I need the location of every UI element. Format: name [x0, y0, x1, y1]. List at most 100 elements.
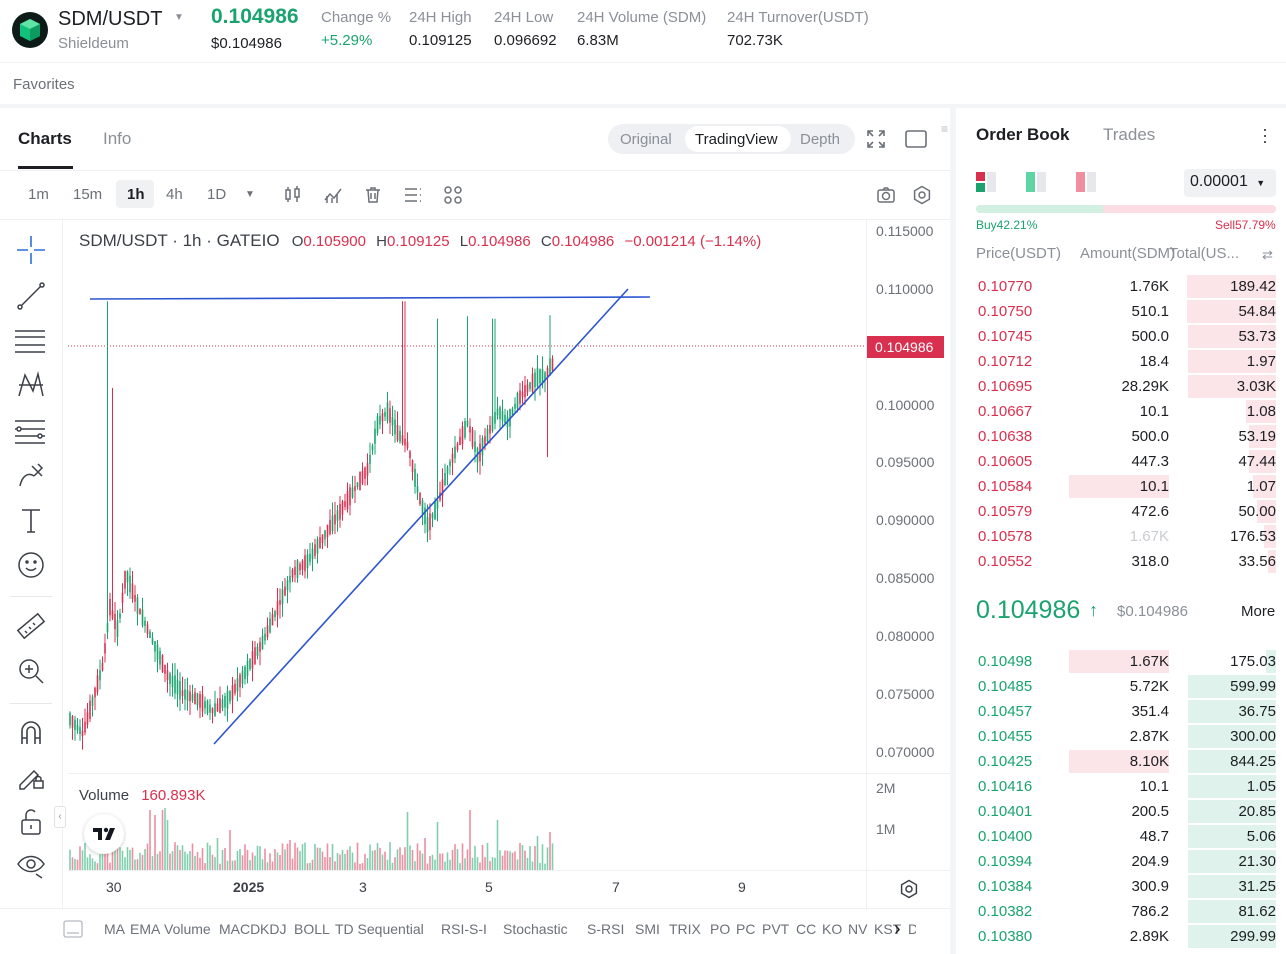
bid-row[interactable]: 0.10401 200.5 20.85 — [956, 799, 1286, 824]
tradingview-logo-icon[interactable] — [84, 814, 124, 854]
list-icon[interactable] — [403, 185, 423, 210]
bid-row[interactable]: 0.10498 1.67K 175.03 — [956, 649, 1286, 674]
candle-type-icon[interactable] — [283, 185, 303, 210]
indicator-pc[interactable]: PC — [736, 921, 756, 937]
bid-row[interactable]: 0.10485 5.72K 599.99 — [956, 674, 1286, 699]
bid-row[interactable]: 0.10416 10.1 1.05 — [956, 774, 1286, 799]
tab-info[interactable]: Info — [103, 129, 132, 148]
pattern-tool-icon[interactable] — [16, 370, 46, 405]
indicator-ko[interactable]: KO — [822, 921, 843, 937]
timeframe-1h[interactable]: 1h — [127, 186, 145, 203]
ask-row[interactable]: 0.10695 28.29K 3.03K — [956, 374, 1286, 399]
trash-icon[interactable] — [363, 185, 383, 210]
timeframe-1d[interactable]: 1D — [207, 186, 227, 203]
bid-row[interactable]: 0.10384 300.9 31.25 — [956, 874, 1286, 899]
indicator-kst[interactable]: KST — [874, 921, 902, 937]
view-asks-icon[interactable] — [1076, 172, 1098, 197]
panel-handle-icon[interactable]: ≡ — [941, 122, 949, 136]
lock-drawing-icon[interactable] — [16, 761, 46, 796]
tab-trades[interactable]: Trades — [1103, 125, 1156, 144]
indicator-kdj[interactable]: KDJ — [260, 921, 287, 937]
indicator-toggle-icon[interactable] — [63, 920, 83, 943]
horizontal-lines-icon[interactable] — [14, 326, 46, 361]
text-tool-icon[interactable] — [16, 505, 46, 540]
view-original[interactable]: Original — [620, 131, 672, 148]
ask-row[interactable]: 0.10638 500.0 53.19 — [956, 424, 1286, 449]
crosshair-icon[interactable] — [16, 235, 46, 270]
volume-bar — [129, 849, 131, 870]
indicators-icon[interactable] — [323, 185, 343, 210]
indicator-next-icon[interactable]: › — [894, 918, 901, 940]
emoji-tool-icon[interactable] — [16, 550, 46, 585]
bid-row[interactable]: 0.10457 351.4 36.75 — [956, 699, 1286, 724]
tab-charts[interactable]: Charts — [18, 129, 72, 148]
indicator-po[interactable]: PO — [710, 921, 731, 937]
timeframe-1m[interactable]: 1m — [28, 186, 49, 203]
timeframe-15m[interactable]: 15m — [73, 186, 103, 203]
fullscreen-icon[interactable] — [866, 129, 886, 154]
collapse-pane-icon[interactable]: ‹ — [54, 806, 66, 828]
ask-row[interactable]: 0.10605 447.3 47.44 — [956, 449, 1286, 474]
view-both-icon[interactable] — [976, 172, 998, 197]
more-menu-icon[interactable]: · · · — [1262, 119, 1268, 151]
view-tradingview[interactable]: TradingView — [695, 131, 778, 148]
indicator-ema[interactable]: EMA — [130, 921, 161, 937]
trendline-tool-icon[interactable] — [16, 281, 46, 316]
indicator-rsi-s-i[interactable]: RSI-S-I — [441, 921, 487, 937]
symbol-dropdown-icon[interactable]: ▼ — [174, 12, 184, 23]
bid-row[interactable]: 0.10400 48.7 5.06 — [956, 824, 1286, 849]
view-bids-icon[interactable] — [1026, 172, 1048, 197]
magnet-icon[interactable] — [16, 717, 46, 752]
zoom-in-icon[interactable] — [16, 656, 46, 691]
swap-columns-icon[interactable]: ⇄ — [1262, 247, 1273, 262]
favorites-label[interactable]: Favorites — [13, 76, 75, 93]
candle-body — [494, 412, 496, 424]
ask-row[interactable]: 0.10579 472.6 50.00 — [956, 499, 1286, 524]
bid-row[interactable]: 0.10382 786.2 81.62 — [956, 899, 1286, 924]
indicator-macd[interactable]: MACD — [219, 921, 261, 937]
precision-select[interactable]: 0.00001 ▼ — [1184, 169, 1276, 197]
visibility-icon[interactable] — [16, 850, 46, 885]
price-chart[interactable] — [68, 220, 866, 774]
ask-row[interactable]: 0.10578 1.67K 176.53 — [956, 524, 1286, 549]
window-icon[interactable] — [905, 130, 927, 153]
ask-row[interactable]: 0.10745 500.0 53.73 — [956, 324, 1286, 349]
view-depth[interactable]: Depth — [800, 131, 841, 148]
axis-settings-icon[interactable] — [899, 879, 919, 904]
indicator-nv[interactable]: NV — [848, 921, 868, 937]
bid-row[interactable]: 0.10394 204.9 21.30 — [956, 849, 1286, 874]
indicator-stochastic[interactable]: Stochastic — [503, 921, 568, 937]
ruler-tool-icon[interactable] — [16, 611, 46, 646]
timeframe-more-icon[interactable]: ▼ — [245, 189, 255, 200]
fib-tool-icon[interactable] — [14, 416, 46, 451]
bid-row[interactable]: 0.10455 2.87K 300.00 — [956, 724, 1286, 749]
indicator-ma[interactable]: MA — [104, 921, 125, 937]
bid-row[interactable]: 0.10380 2.89K 299.99 — [956, 924, 1286, 949]
ask-row[interactable]: 0.10552 318.0 33.56 — [956, 549, 1286, 574]
volume-chart[interactable] — [68, 774, 866, 870]
ask-row[interactable]: 0.10667 10.1 1.08 — [956, 399, 1286, 424]
indicator-volume[interactable]: Volume — [164, 921, 211, 937]
indicator-trix[interactable]: TRIX — [669, 921, 701, 937]
symbol-title[interactable]: SDM/USDT — [58, 8, 163, 30]
layout-grid-icon[interactable] — [443, 185, 463, 210]
ask-row[interactable]: 0.10750 510.1 54.84 — [956, 299, 1286, 324]
tab-order-book[interactable]: Order Book — [976, 125, 1070, 144]
indicator-s-rsi[interactable]: S-RSI — [587, 921, 625, 937]
indicator-d[interactable]: D — [908, 921, 916, 937]
indicator-boll[interactable]: BOLL — [294, 921, 330, 937]
ask-row[interactable]: 0.10712 18.4 1.97 — [956, 349, 1286, 374]
indicator-cc[interactable]: CC — [796, 921, 817, 937]
ask-row[interactable]: 0.10770 1.76K 189.42 — [956, 274, 1286, 299]
bid-row[interactable]: 0.10425 8.10K 844.25 — [956, 749, 1286, 774]
more-link[interactable]: More — [1241, 603, 1276, 620]
timeframe-4h[interactable]: 4h — [166, 186, 183, 203]
indicator-smi[interactable]: SMI — [635, 921, 660, 937]
indicator-td-sequential[interactable]: TD Sequential — [335, 921, 424, 937]
unlock-icon[interactable] — [16, 806, 46, 841]
brush-tool-icon[interactable] — [16, 460, 46, 495]
chart-settings-icon[interactable] — [912, 185, 932, 210]
camera-icon[interactable] — [876, 185, 896, 210]
ask-row[interactable]: 0.10584 10.1 1.07 — [956, 474, 1286, 499]
indicator-pvt[interactable]: PVT — [762, 921, 790, 937]
